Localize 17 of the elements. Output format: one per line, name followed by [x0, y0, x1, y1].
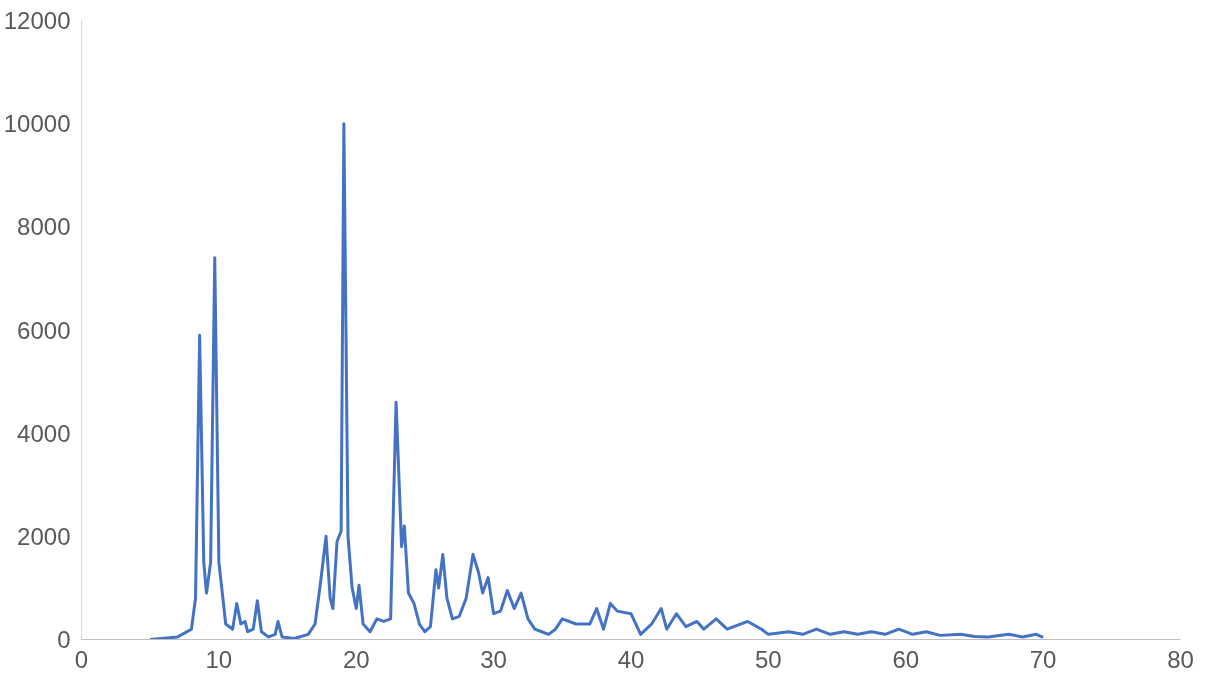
x-tick-label: 80 — [1167, 645, 1194, 673]
x-tick-label: 20 — [342, 645, 370, 673]
x-tick-label: 60 — [892, 645, 920, 673]
x-tick-label: 0 — [74, 645, 89, 673]
y-tick-label: 0 — [57, 626, 71, 653]
y-tick-label: 4000 — [17, 419, 71, 447]
x-tick-label: 50 — [755, 645, 782, 673]
y-tick-label: 8000 — [17, 213, 71, 241]
x-tick-label: 10 — [205, 645, 233, 673]
line-series — [148, 122, 1045, 640]
x-tick-label: 70 — [1029, 645, 1057, 673]
y-tick-label: 2000 — [17, 522, 71, 550]
x-tick-label: 40 — [617, 645, 645, 673]
y-tick-label: 10000 — [3, 110, 71, 138]
y-tick-label: 6000 — [17, 316, 71, 344]
y-tick-label: 12000 — [3, 7, 71, 34]
x-tick-label: 30 — [480, 645, 507, 673]
